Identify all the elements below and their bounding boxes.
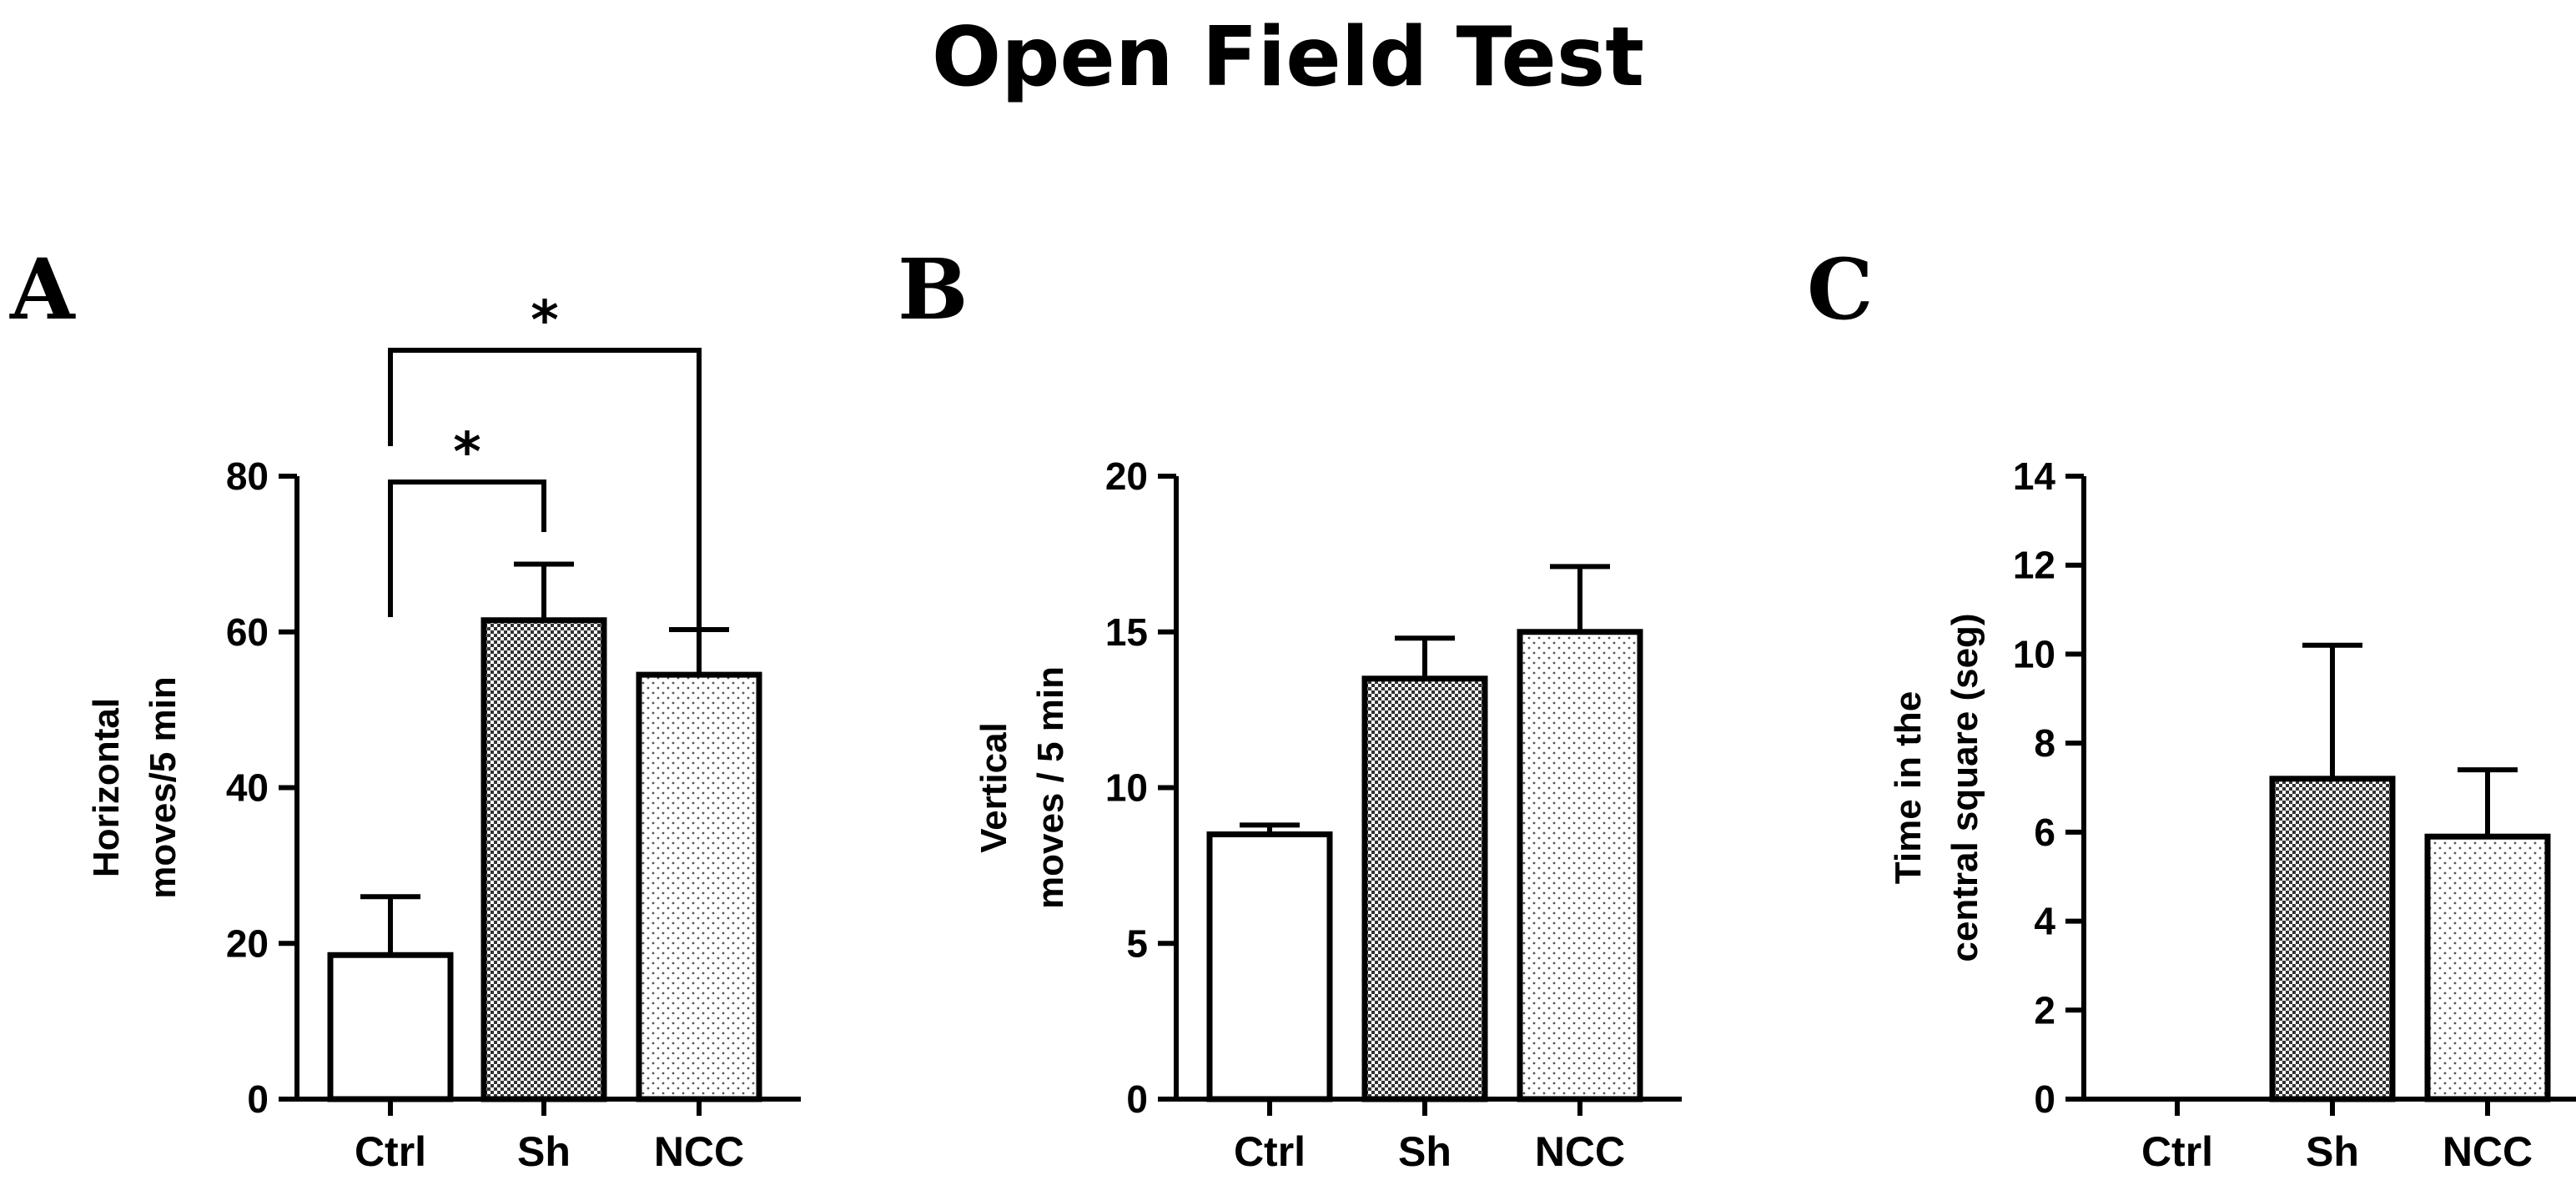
panel-letter: B [898,240,969,339]
chart-panel-a: A 0 20 40 60 80 Ctrl Sh NCC Horizontal moves/5 min… [9,240,801,1175]
y-tick-label: 0 [247,1077,269,1121]
y-tick-label: 2 [2034,988,2055,1032]
significance-star: * [531,290,558,352]
category-label: Ctrl [1234,1128,1306,1175]
category-label: NCC [1535,1128,1625,1175]
y-axis-label: moves/5 min [143,676,184,899]
significance-bracket [388,348,702,649]
y-tick-label: 5 [1126,921,1148,965]
y-axis-label: central square (seg) [1945,613,1985,962]
panel-letter: C [1807,240,1874,339]
figure-title: Open Field Test [932,10,1644,105]
panel-letter: A [9,240,76,339]
y-tick-label: 12 [2013,544,2055,587]
chart-panel-c: C 0 2 4 6 8 10 12 14 Ctrl Sh NCC Time in the central … [1807,240,2576,1175]
y-tick-label: 40 [226,766,269,810]
y-tick-label: 0 [1126,1077,1148,1121]
category-label: Sh [517,1128,571,1175]
category-label: Ctrl [355,1128,426,1175]
category-label: Ctrl [2141,1128,2213,1175]
bar-sh [1361,675,1488,1102]
bar-ncc [1517,629,1643,1102]
y-tick-label: 6 [2034,811,2055,854]
y-tick-label: 0 [2034,1077,2055,1121]
y-axis-label: Time in the [1888,691,1929,884]
y-tick-label: 10 [2013,632,2055,675]
bar-ctrl [327,952,454,1102]
bar-sh [480,617,607,1102]
y-tick-label: 20 [226,921,269,965]
bar-ncc [2424,833,2551,1102]
bar-ctrl [1206,831,1333,1102]
y-axis-label: Horizontal [86,698,127,877]
bar-sh [2269,776,2396,1102]
y-axis-label: moves / 5 min [1030,666,1071,909]
y-axis-label: Vertical [974,722,1014,853]
y-tick-label: 4 [2034,900,2055,943]
y-tick-label: 14 [2013,454,2056,498]
bar-ncc [636,671,762,1102]
y-tick-label: 80 [226,454,269,498]
y-tick-label: 20 [1105,454,1148,498]
category-label: NCC [2443,1128,2533,1175]
category-label: NCC [654,1128,744,1175]
y-tick-label: 8 [2034,721,2055,765]
y-tick-label: 15 [1105,610,1148,654]
chart-panel-b: B 0 5 10 15 20 Ctrl Sh NCC Vertical moves / 5 min [898,240,1682,1175]
category-label: Sh [2306,1128,2359,1175]
significance-star: * [453,422,480,484]
category-label: Sh [1398,1128,1452,1175]
y-tick-label: 60 [226,610,269,654]
y-tick-label: 10 [1105,766,1148,810]
significance-bracket [388,480,546,617]
